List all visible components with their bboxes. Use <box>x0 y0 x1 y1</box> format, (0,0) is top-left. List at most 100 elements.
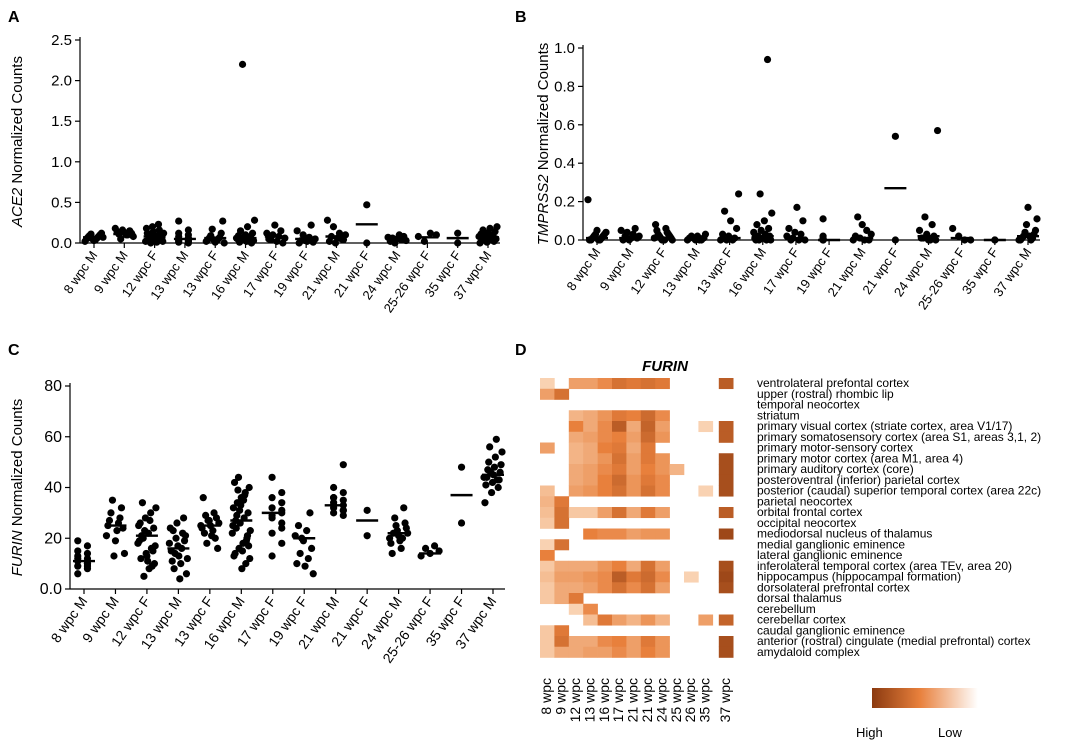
heatmap-cell <box>640 646 656 658</box>
heatmap-cell <box>718 560 734 572</box>
heatmap-cell <box>640 442 656 454</box>
heatmap-cell <box>568 636 584 648</box>
heatmap-cell <box>655 560 670 572</box>
data-point <box>921 213 929 221</box>
data-point <box>250 216 259 224</box>
heatmap-row-label: anterior (rostral) cingulate (medial pre… <box>757 634 1030 648</box>
heatmap-cell <box>583 507 598 519</box>
y-tick-label: 0.0 <box>40 581 62 598</box>
y-tick-label: 2.5 <box>51 32 72 49</box>
data-point <box>142 237 150 245</box>
heatmap-cell <box>640 453 656 465</box>
data-point <box>143 552 151 560</box>
heatmap-cell <box>718 507 734 519</box>
heatmap-column-label: 9 wpc <box>553 678 569 715</box>
data-point <box>926 236 934 244</box>
heatmap-cell <box>597 410 613 422</box>
data-point <box>1031 226 1040 234</box>
heatmap-row-label: caudal ganglionic eminence <box>757 623 905 637</box>
data-point <box>793 203 801 211</box>
heatmap-cell <box>718 485 734 497</box>
y-axis-label: FURIN Normalized Counts <box>9 399 26 577</box>
heatmap-cell <box>626 528 642 540</box>
heatmap-cell <box>612 636 627 648</box>
data-point <box>303 527 311 535</box>
data-point <box>1024 203 1032 211</box>
data-point <box>278 519 286 527</box>
data-point <box>263 229 271 237</box>
data-point <box>268 529 276 537</box>
data-point <box>797 230 805 238</box>
panel-a-ace2-chart: 0.0 0.5 1.0 1.5 2.0 2.5 ACE2 Normalized Counts… <box>9 32 501 315</box>
data-point <box>83 542 92 550</box>
heatmap-cell <box>655 571 670 583</box>
heatmap-cell <box>554 571 570 583</box>
data-point <box>490 463 499 471</box>
data-point <box>205 516 213 525</box>
data-point <box>485 458 493 466</box>
heatmap-cell <box>718 378 734 390</box>
data-point <box>753 221 761 229</box>
data-point <box>181 532 190 540</box>
data-point <box>241 491 249 499</box>
heatmap-cell <box>718 431 734 443</box>
heatmap-cell <box>554 496 570 508</box>
data-point <box>593 226 601 234</box>
heatmap-cell <box>626 646 642 658</box>
heatmap-cell <box>583 582 598 594</box>
data-point <box>116 514 124 522</box>
heatmap-cell <box>718 453 734 465</box>
heatmap-cell <box>612 410 627 422</box>
data-point <box>268 494 276 502</box>
heatmap-cell <box>612 431 627 443</box>
heatmap-cell <box>554 636 570 648</box>
data-point <box>248 229 257 237</box>
y-axis-label: TMPRSS2 Normalized Counts <box>535 43 552 246</box>
data-point <box>148 562 156 570</box>
data-point <box>268 552 276 560</box>
heatmap-cell <box>626 571 642 583</box>
data-point <box>401 519 409 527</box>
data-point <box>234 473 243 481</box>
heatmap-cell <box>583 646 598 658</box>
data-point <box>278 499 286 507</box>
data-point <box>768 209 776 217</box>
heatmap-cell <box>612 442 627 454</box>
data-point <box>1015 236 1023 244</box>
data-point <box>237 501 245 509</box>
legend-color-bar <box>872 688 978 708</box>
heatmap-cell <box>655 421 670 433</box>
data-point <box>175 229 183 237</box>
data-point <box>243 223 252 231</box>
data-point <box>330 494 338 502</box>
heatmap-cell <box>583 636 598 648</box>
heatmap-cell <box>540 593 555 605</box>
data-point <box>760 217 768 225</box>
heatmap-column-label: 24 wpc <box>653 678 669 722</box>
heatmap-cell <box>554 593 570 605</box>
data-point <box>492 435 500 443</box>
data-point <box>799 217 807 225</box>
heatmap-cell <box>640 582 656 594</box>
data-point <box>170 565 178 573</box>
heatmap-row-label: primary somatosensory cortex (area S1, a… <box>757 430 1041 444</box>
data-point <box>238 547 247 555</box>
heatmap-cell <box>540 378 555 390</box>
heatmap-cell <box>568 571 584 583</box>
y-tick-label: 20 <box>44 530 62 547</box>
heatmap-cell <box>612 582 627 594</box>
y-axis-label-gene: TMPRSS2 <box>535 174 552 246</box>
heatmap-cell <box>612 646 627 658</box>
heatmap-cell <box>568 485 584 497</box>
data-point <box>117 504 126 512</box>
heatmap-cell <box>718 474 734 486</box>
heatmap-cell <box>698 421 714 433</box>
heatmap-cell <box>568 646 584 658</box>
heatmap-cell <box>612 571 627 583</box>
data-point <box>175 552 183 560</box>
heatmap-cell <box>718 571 734 583</box>
heatmap-row-label: amydaloid complex <box>757 645 860 659</box>
heatmap-cell <box>568 442 584 454</box>
heatmap-row-label: mediodorsal nucleus of thalamus <box>757 527 932 541</box>
